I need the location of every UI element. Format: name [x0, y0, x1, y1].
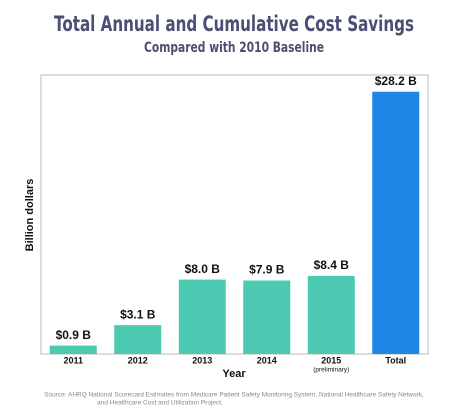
source: Source: AHRQ National Scorecard Estimate…	[44, 392, 424, 399]
x-tick-label: 2015	[321, 355, 341, 365]
x-tick-label: 2013	[192, 355, 212, 365]
value-label: $3.1 B	[120, 307, 156, 321]
value-label: $0.9 B	[56, 328, 92, 342]
chart-title: Total Annual and Cumulative Cost Savings	[54, 12, 414, 36]
x-tick-label: 2012	[128, 355, 148, 365]
bar	[178, 279, 226, 354]
x-axis-label: Year	[222, 368, 246, 380]
plot-frame	[40, 74, 429, 355]
y-axis-label: Billion dollars	[24, 179, 36, 252]
x-tick-label: 2011	[63, 355, 83, 365]
chart-subtitle: Compared with 2010 Baseline	[144, 40, 324, 56]
bar	[243, 280, 291, 354]
source: and Healthcare Cost and Utilization Proj…	[97, 400, 223, 407]
x-tick-label: 2014	[257, 355, 277, 365]
bar	[114, 325, 162, 354]
x-tick-label: Total	[385, 355, 406, 365]
value-label: $8.4 B	[314, 258, 350, 272]
bar	[307, 275, 355, 354]
bar	[372, 91, 420, 355]
x-tick-note: (preliminary)	[313, 367, 349, 374]
value-label: $28.2 B	[375, 74, 417, 88]
value-label: $8.0 B	[185, 262, 221, 276]
value-label: $7.9 B	[249, 263, 285, 277]
bar	[49, 345, 97, 354]
